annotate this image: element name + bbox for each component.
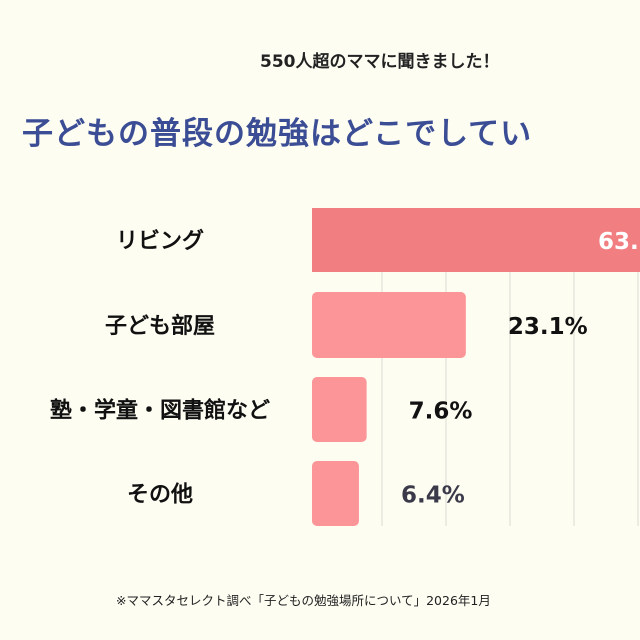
data-label: 6.4% <box>401 483 465 509</box>
bar-2 <box>312 377 367 442</box>
data-label: 7.6% <box>409 399 473 425</box>
category-label: 子ども部屋 <box>105 313 215 339</box>
category-label: リビング <box>116 228 204 254</box>
data-label: 63. <box>598 229 639 255</box>
data-label: 23.1% <box>508 314 588 340</box>
category-label: その他 <box>127 483 193 508</box>
bar-0 <box>312 208 640 272</box>
bar-1 <box>312 292 466 358</box>
category-label: 塾・学童・図書館など <box>50 398 270 424</box>
chart-title: 子どもの普段の勉強はどこでしてい <box>22 116 533 152</box>
source-note: ※ママスタセレクト調べ「子どもの勉強場所について」2026年1月 <box>116 593 491 608</box>
bar-3 <box>312 461 359 526</box>
subtitle: 550人超のママに聞きました！ <box>260 52 500 72</box>
